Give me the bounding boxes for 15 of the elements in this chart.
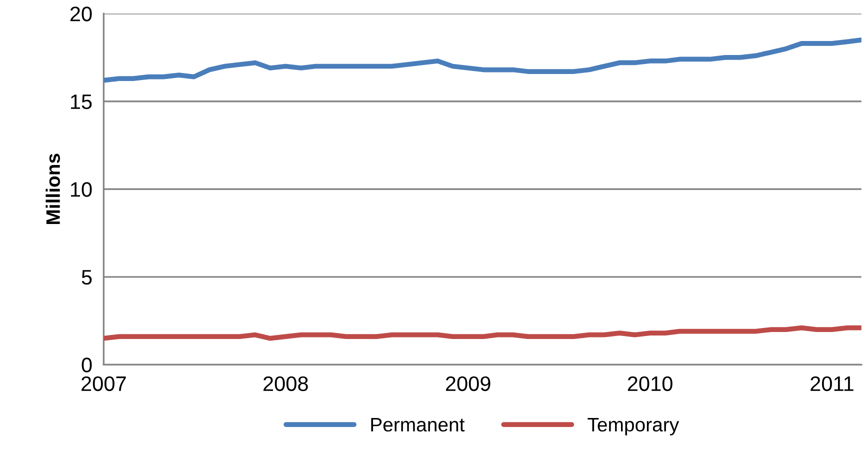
x-tick-label: 2007 <box>82 376 126 392</box>
legend-label: Temporary <box>588 418 680 436</box>
x-tick-label: 2011 <box>810 376 854 392</box>
y-tick-label: 0 <box>82 358 92 372</box>
y-tick-label: 5 <box>82 270 92 285</box>
y-tick-label: 15 <box>70 94 92 110</box>
x-tick-label: 2010 <box>628 376 672 392</box>
line-series <box>104 325 862 341</box>
y-axis-title: Millions <box>46 154 60 224</box>
y-tick-label: 10 <box>70 182 92 197</box>
legend-label: Permanent <box>371 418 465 432</box>
line-series <box>104 37 862 83</box>
y-tick-label: 20 <box>70 6 92 22</box>
x-tick-label: 2009 <box>446 376 490 392</box>
x-tick-label: 2008 <box>264 376 308 392</box>
